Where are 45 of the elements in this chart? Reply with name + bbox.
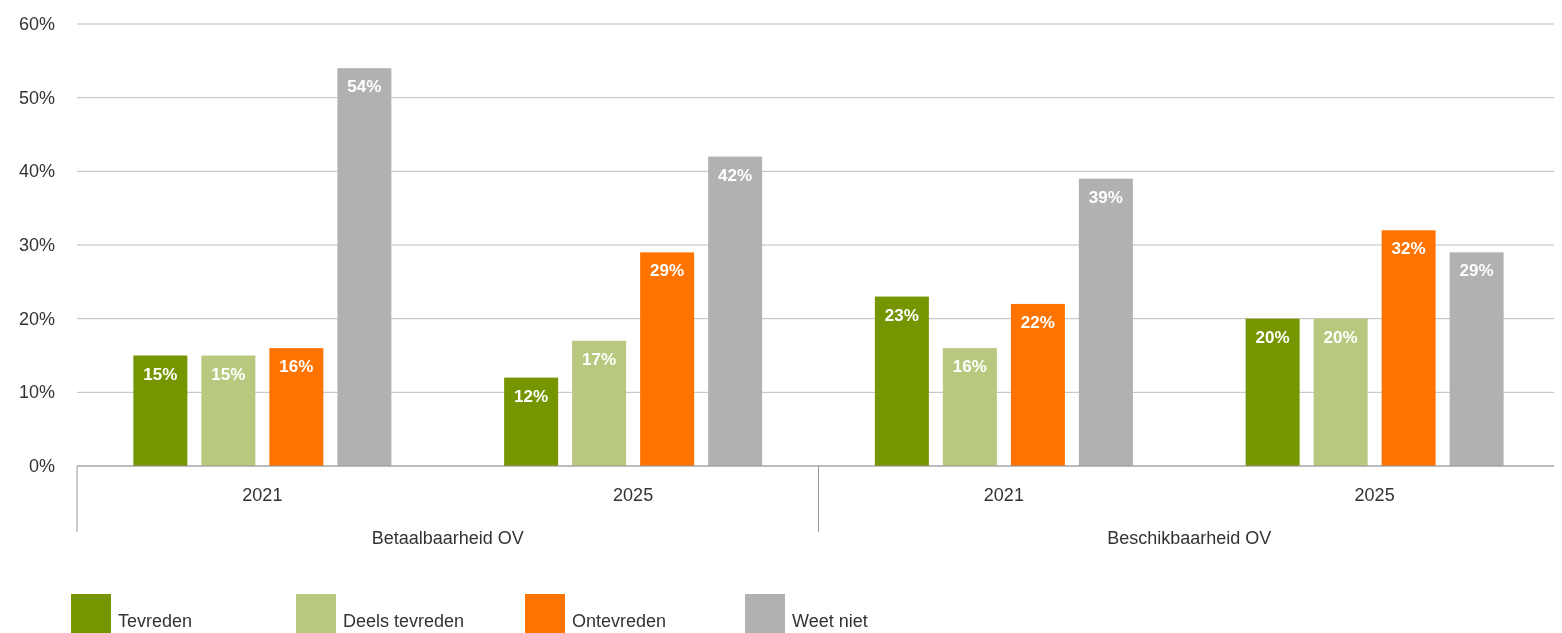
data-label: 16% xyxy=(279,357,314,377)
y-tick-label: 40% xyxy=(18,161,55,182)
text: Betaalbaarheid OV xyxy=(371,528,524,548)
x-tick-label: 2021 xyxy=(242,485,283,505)
bar xyxy=(1313,318,1368,466)
data-label: 29% xyxy=(650,261,685,281)
x-tick-label: 2021 xyxy=(983,485,1024,505)
bar xyxy=(201,355,256,466)
data-label: 15% xyxy=(211,364,246,384)
bar xyxy=(572,340,627,466)
y-tick-label: 10% xyxy=(18,382,55,403)
data-label: 23% xyxy=(884,305,919,325)
data-label: 32% xyxy=(1391,239,1426,259)
data-label: 29% xyxy=(1459,261,1494,281)
bar xyxy=(942,348,997,466)
data-label: 17% xyxy=(582,349,617,369)
data-label: 16% xyxy=(952,357,987,377)
bar xyxy=(1381,230,1436,466)
data-label: 20% xyxy=(1323,327,1358,347)
legend-label: Tevreden xyxy=(118,611,193,631)
text: Beschikbaarheid OV xyxy=(1107,528,1272,548)
y-tick-label: 0% xyxy=(28,456,55,476)
y-tick-label: 50% xyxy=(18,87,55,108)
data-label: 22% xyxy=(1020,312,1055,332)
x-tick-label: 2025 xyxy=(613,485,654,505)
legend-label: Ontevreden xyxy=(572,611,667,631)
data-label: 42% xyxy=(718,165,753,185)
data-label: 54% xyxy=(347,77,382,97)
y-tick-label: 30% xyxy=(18,235,55,255)
bar xyxy=(640,252,695,466)
bar xyxy=(1010,303,1065,466)
bar xyxy=(1245,318,1300,466)
x-tick-label: 2025 xyxy=(1354,485,1395,505)
data-label: 15% xyxy=(143,364,178,384)
data-label: 39% xyxy=(1088,187,1123,207)
bar xyxy=(874,296,929,466)
data-label: 12% xyxy=(514,386,549,406)
bar xyxy=(504,377,559,466)
data-label: 20% xyxy=(1255,327,1290,347)
y-tick-label: 60% xyxy=(18,14,55,34)
legend-label: Weet niet xyxy=(792,611,868,631)
bar xyxy=(133,355,188,466)
y-tick-label: 20% xyxy=(18,308,55,329)
bar xyxy=(269,348,324,466)
legend-label: Deels tevreden xyxy=(343,611,465,631)
